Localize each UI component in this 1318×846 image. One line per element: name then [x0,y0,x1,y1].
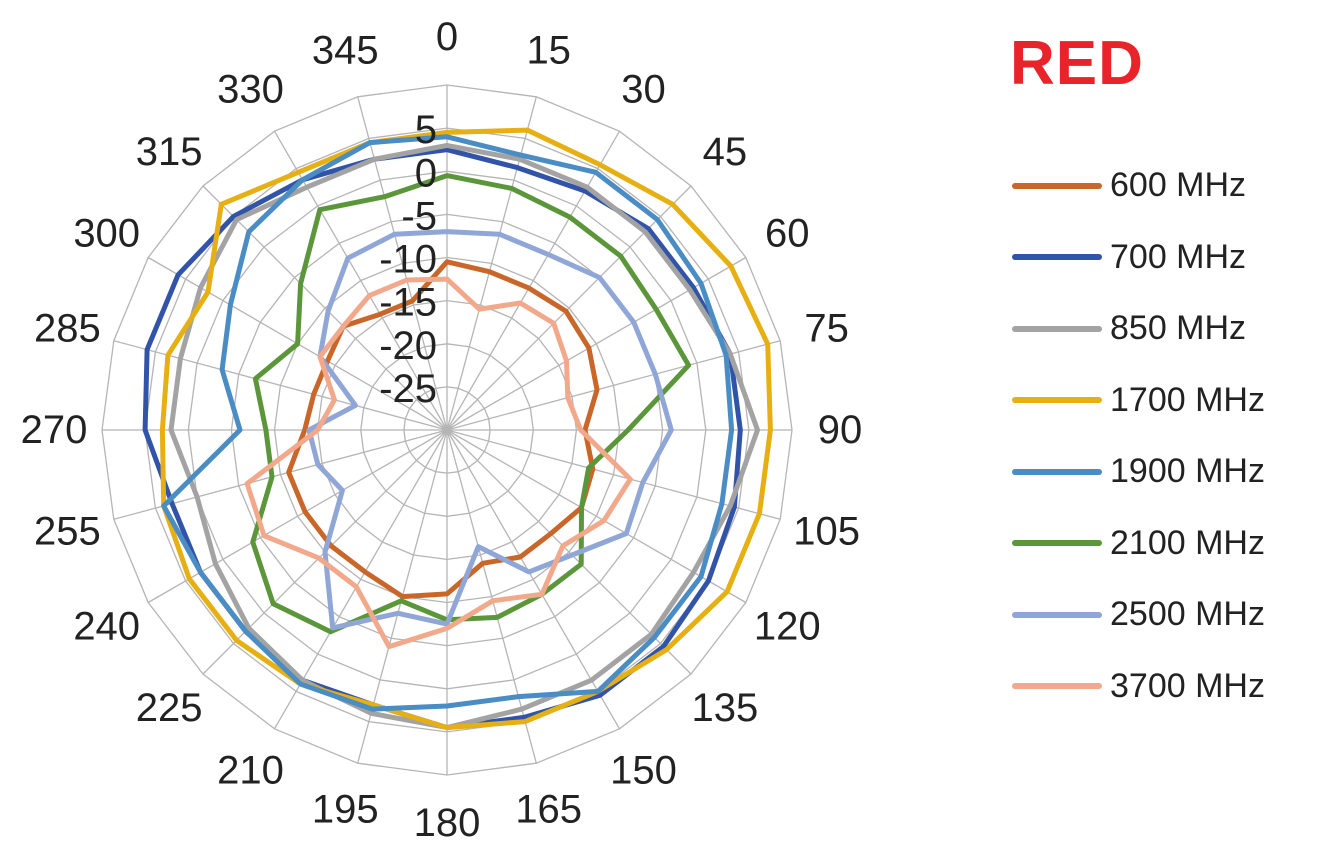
legend: 600 MHz 700 MHz 850 MHz 1700 MHz 1900 MHz 210… [1012,150,1265,722]
legend-swatch [1012,683,1102,690]
angle-tick-label: 240 [73,605,140,649]
grid-spoke [357,96,448,431]
angle-tick-label: 120 [754,605,821,649]
legend-item: 2500 MHz [1012,579,1265,651]
legend-label: 2500 MHz [1110,595,1265,634]
radial-tick-label: -15 [379,281,437,325]
chart-title: RED [1010,29,1144,98]
legend-swatch [1012,611,1102,618]
legend-swatch [1012,182,1102,189]
radial-tick-label: -25 [379,367,437,411]
angle-tick-label: 300 [73,212,140,256]
legend-label: 850 MHz [1110,309,1247,348]
radial-tick-label: -20 [379,324,437,368]
legend-swatch [1012,254,1102,261]
axis-labels: 0 15 30 45 60 75 90 105 120 135 150 165 180 195 210 225… [21,15,863,845]
series-line-600-mhz [286,259,600,600]
angle-tick-label: 45 [703,130,748,174]
radial-tick-label: 0 [415,151,437,195]
legend-label: 3700 MHz [1110,666,1265,705]
angle-tick-label: 195 [312,788,379,832]
legend-swatch [1012,468,1102,475]
angle-tick-label: 30 [621,68,666,112]
series-line-3700-mhz [244,276,633,650]
angle-tick-label: 315 [136,130,203,174]
radar-chart: 0 15 30 45 60 75 90 105 120 135 150 165 180 195 210 225… [21,15,863,845]
legend-item: 600 MHz [1012,150,1265,222]
angle-tick-label: 255 [34,510,101,554]
grid [101,84,793,776]
legend-swatch [1012,397,1102,404]
grid-spoke [446,429,747,604]
grid-spoke [446,256,747,431]
radial-tick-label: 5 [415,108,437,152]
legend-swatch [1012,540,1102,547]
angle-tick-label: 75 [804,306,849,350]
angle-tick-label: 225 [136,686,203,730]
angle-tick-label: 285 [34,306,101,350]
legend-label: 700 MHz [1110,237,1247,276]
grid-spoke [113,429,448,520]
series-line-1700-mhz [159,127,773,731]
legend-label: 1700 MHz [1110,380,1265,419]
angle-tick-label: 165 [515,788,582,832]
angle-tick-label: 180 [414,801,481,845]
angle-tick-label: 150 [610,748,677,792]
angle-tick-label: 90 [818,408,863,452]
angle-tick-label: 270 [21,408,88,452]
angle-tick-label: 330 [217,68,284,112]
legend-item: 850 MHz [1012,293,1265,365]
grid-spoke [446,130,621,431]
radial-tick-label: -5 [401,194,437,238]
legend-item: 700 MHz [1012,222,1265,294]
legend-item: 1700 MHz [1012,365,1265,437]
legend-label: 2100 MHz [1110,523,1265,562]
radial-tick-label: -10 [379,238,437,282]
grid-spoke [202,185,448,431]
legend-item: 3700 MHz [1012,651,1265,723]
legend-label: 600 MHz [1110,166,1247,205]
legend-label: 1900 MHz [1110,452,1265,491]
grid-spoke [446,429,781,520]
angle-tick-label: 15 [526,28,571,72]
legend-item: 2100 MHz [1012,508,1265,580]
grid-spoke [446,185,692,431]
angle-tick-label: 210 [217,748,284,792]
series-line-1900-mhz [161,134,735,712]
angle-tick-label: 60 [765,212,810,256]
angle-tick-label: 0 [436,15,458,59]
angle-tick-label: 345 [312,28,379,72]
legend-item: 1900 MHz [1012,436,1265,508]
angle-tick-label: 105 [793,510,860,554]
grid-spoke [147,429,448,604]
legend-swatch [1012,325,1102,332]
angle-tick-label: 135 [692,686,759,730]
grid-spoke [446,96,537,431]
series-lines [142,127,773,731]
